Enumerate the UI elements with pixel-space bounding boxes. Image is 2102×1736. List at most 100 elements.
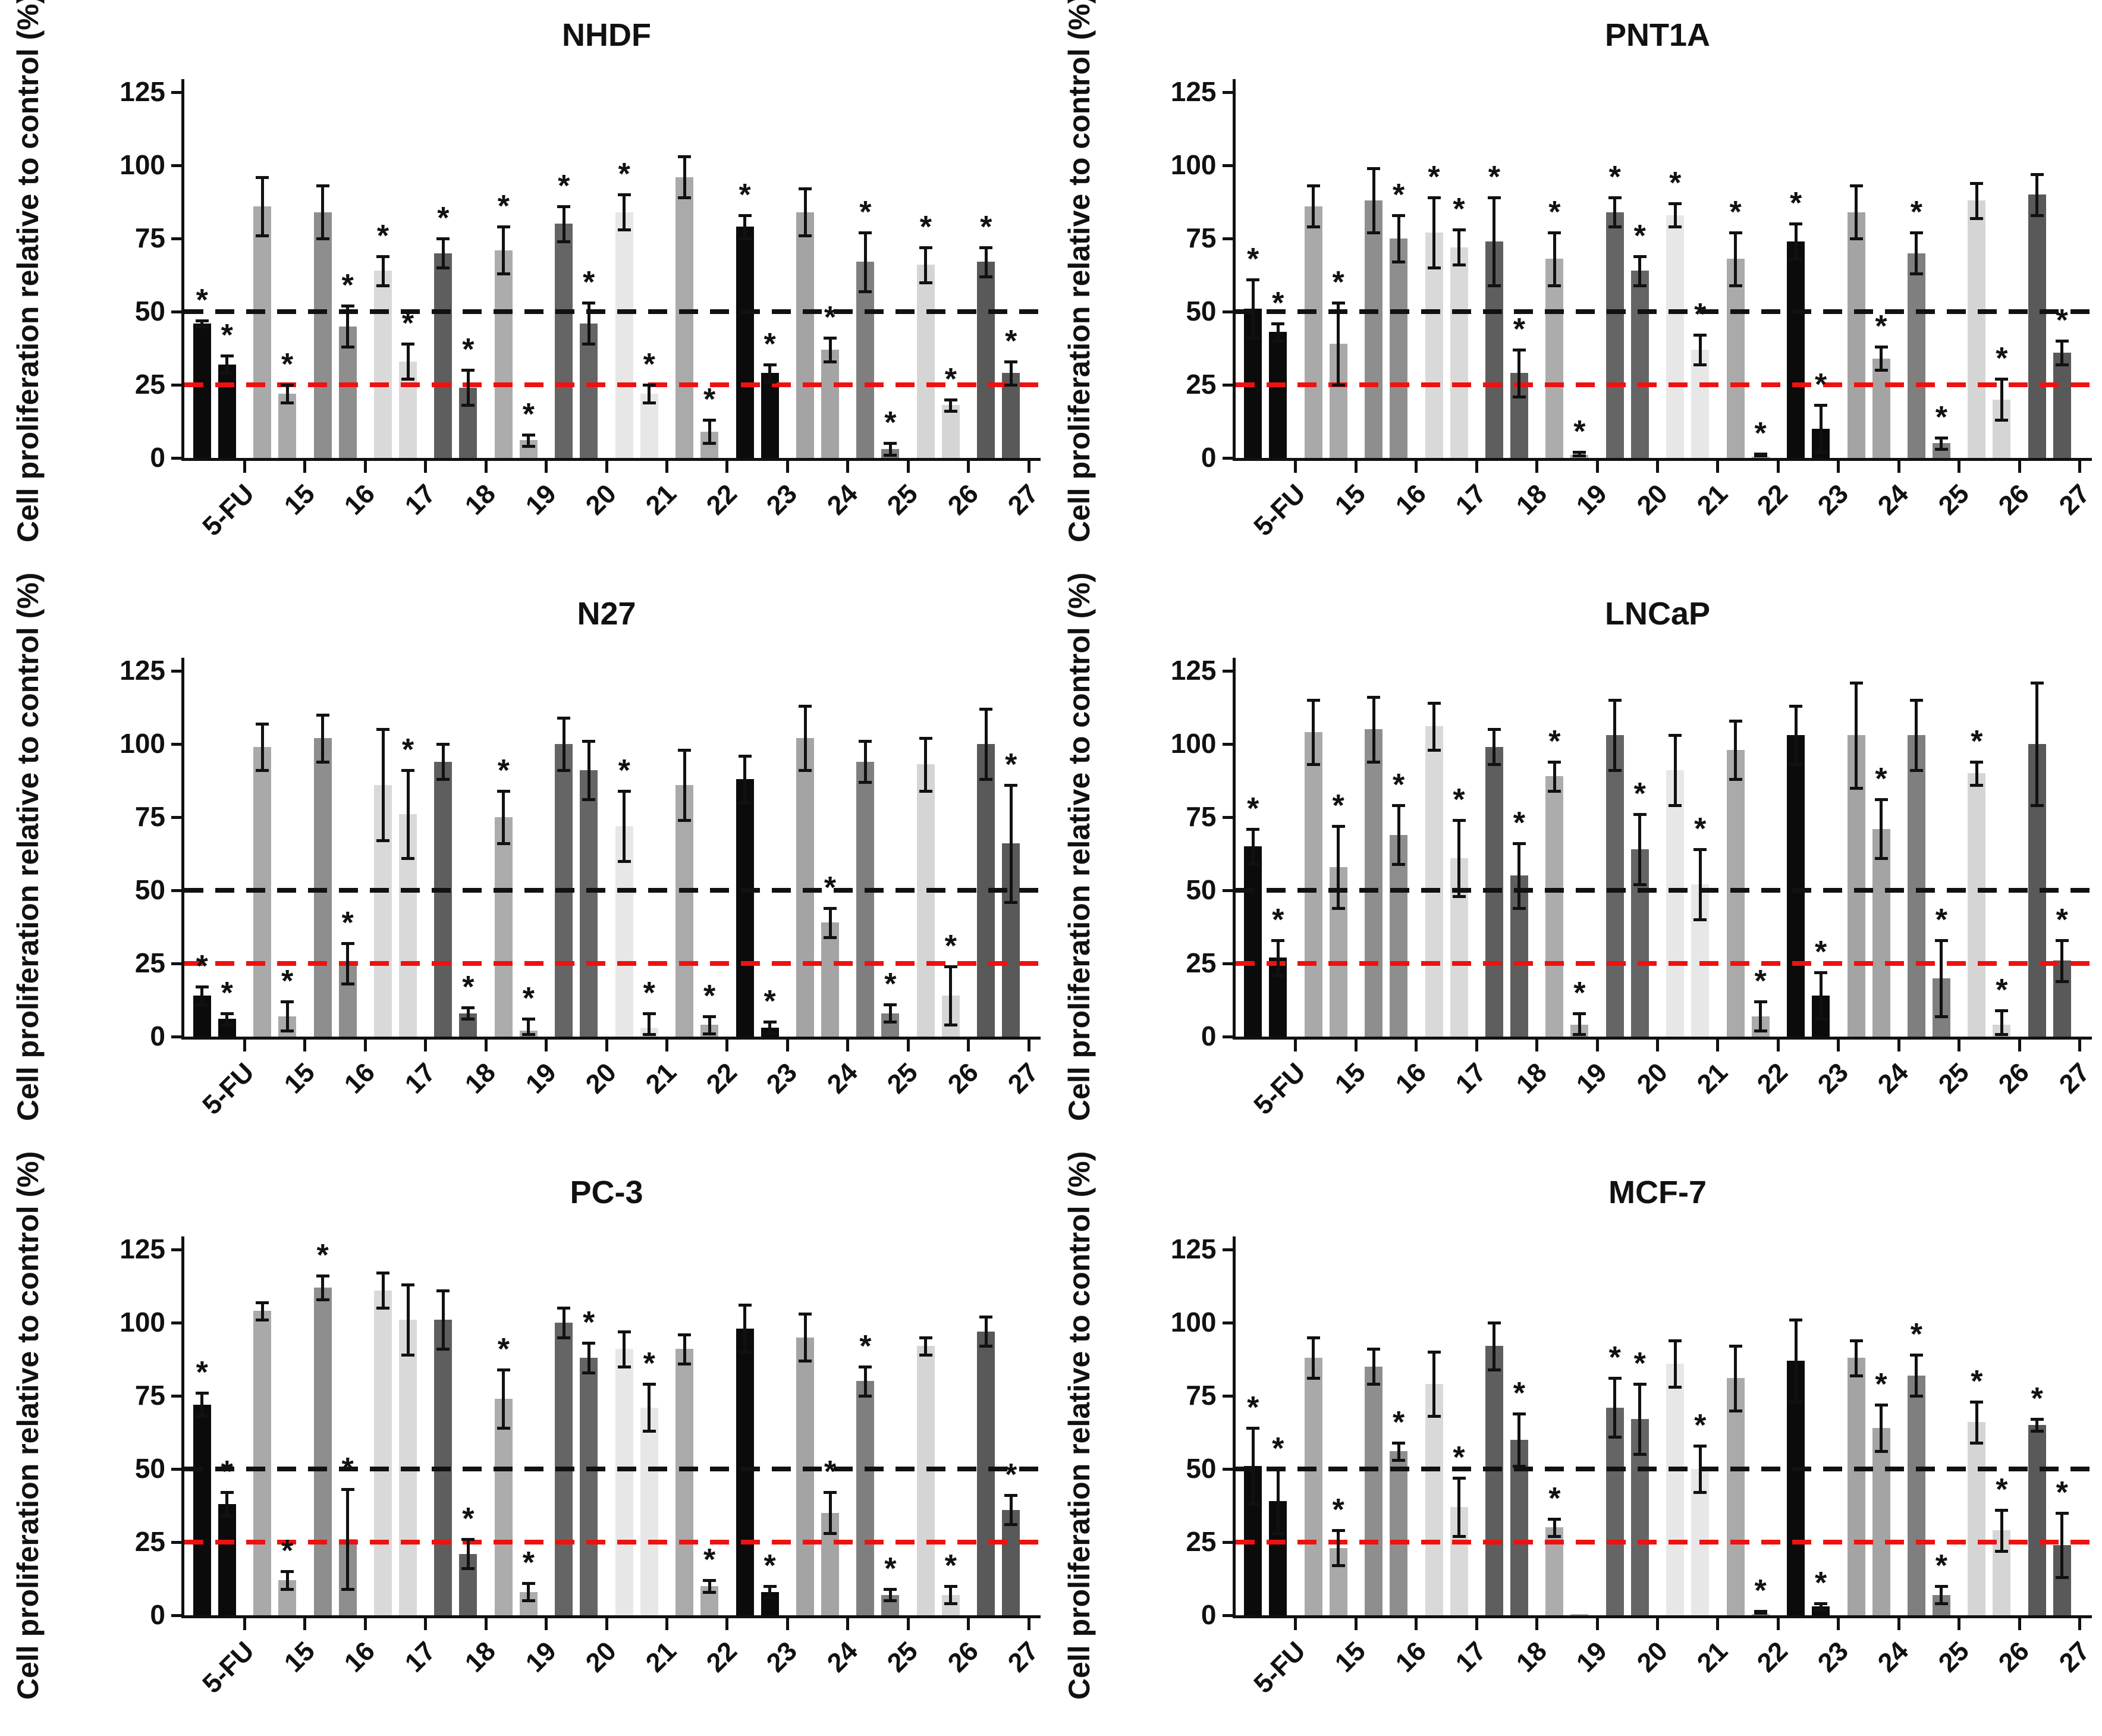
chart-title: PC-3 [570,1175,643,1210]
error-bar-line [200,1393,204,1417]
error-bar-line [828,1492,832,1534]
bar [253,1311,272,1615]
chart-title: MCF-7 [1608,1175,1707,1210]
error-bar-cap-bottom [1331,384,1345,387]
error-bar-cap-top [1729,1345,1742,1348]
error-bar-cap-bottom [944,1024,957,1027]
chart-title: N27 [577,596,636,632]
error-bar-cap-bottom [1633,284,1647,287]
error-bar-line [1613,197,1617,227]
error-bar-cap-bottom [256,234,269,238]
y-tick-label: 100 [120,1307,165,1338]
x-tick [725,461,729,473]
error-bar-cap-top [401,769,414,773]
x-axis-line [1232,1037,2092,1040]
y-axis-line [1232,658,1236,1040]
error-bar-line [2000,379,2003,420]
significance-star: * [1453,192,1465,227]
error-bar-cap-top [195,985,209,989]
error-bar-cap-bottom [763,1032,777,1036]
significance-star: * [1428,160,1440,195]
error-bar-line [1794,1320,1798,1402]
error-bar-cap-top [281,384,294,387]
significance-star: * [401,733,414,768]
significance-star: * [1633,218,1646,253]
error-bar-line [888,1589,892,1601]
error-bar-cap-top [256,1301,269,1304]
error-bar-cap-bottom [316,760,329,764]
error-bar-cap-top [1849,184,1863,188]
x-tick [1535,1040,1539,1051]
ref-line-50 [184,888,1039,893]
y-tick-label: 100 [1170,728,1217,759]
error-bar-line [527,434,530,447]
error-bar-cap-bottom [1849,237,1863,240]
error-bar-cap-bottom [1452,894,1466,898]
error-bar-cap-bottom [703,442,717,445]
error-bar-cap-top [1306,699,1320,702]
bar [1390,238,1408,458]
significance-star: * [824,300,837,335]
significance-star: * [1814,1566,1827,1601]
y-axis-line [1232,79,1236,461]
y-tick-label: 25 [1186,947,1217,978]
error-bar-cap-top [1367,1348,1381,1351]
error-bar-cap-top [341,304,354,308]
bar [580,1358,598,1615]
y-axis-label: Cell proliferation relative to control (… [1062,1151,1096,1700]
error-bar-line [1493,1323,1496,1370]
error-bar-cap-bottom [738,237,752,240]
significance-star: * [522,1545,535,1580]
x-tick [2078,461,2081,473]
error-bar-line [441,744,445,780]
bar [1304,1358,1322,1615]
error-bar-cap-bottom [1970,783,1984,787]
error-bar-line [381,729,385,841]
error-bar-cap-top [1934,1584,1948,1588]
error-bar-cap-bottom [195,1003,209,1006]
error-bar-cap-top [617,193,631,197]
bar [675,1349,694,1615]
error-bar-cap-bottom [944,410,957,413]
error-bar-cap-bottom [884,1021,897,1024]
bar [1968,200,1986,458]
x-tick [363,461,367,473]
error-bar-cap-bottom [341,982,354,986]
error-bar-line [1698,849,1702,920]
ref-line-50 [1235,309,2091,314]
y-tick-label: 25 [1186,369,1217,400]
error-bar-line [466,1539,470,1569]
significance-star: * [1633,777,1646,812]
bar [218,1504,236,1615]
x-tick [1897,1618,1900,1630]
error-bar-line [381,1273,385,1308]
significance-star: * [196,1355,208,1390]
bar [434,253,453,458]
error-bar-cap-bottom [1729,284,1742,287]
bar [1390,834,1408,1037]
x-tick [1776,1040,1780,1051]
bar [675,177,694,458]
error-bar-cap-top [195,1392,209,1395]
error-bar-cap-bottom [1427,748,1441,752]
error-bar-cap-bottom [436,266,450,270]
significance-star: * [1754,963,1767,999]
error-bar-cap-top [1392,804,1406,808]
significance-star: * [1754,1573,1767,1608]
error-bar-line [708,1016,711,1034]
x-tick [2018,1040,2021,1051]
bar [916,1346,935,1615]
error-bar-cap-bottom [824,1532,837,1536]
significance-star: * [522,397,535,432]
error-bar-cap-top [642,1383,656,1386]
significance-star: * [1005,747,1017,782]
error-bar-cap-bottom [256,1319,269,1322]
error-bar-cap-bottom [1909,272,1923,276]
x-tick [1415,1040,1418,1051]
error-bar-cap-top [316,1274,329,1278]
error-bar-cap-bottom [1995,1033,2009,1036]
bar [494,1398,513,1615]
error-bar-cap-top [1367,696,1381,699]
error-bar-cap-bottom [1849,786,1863,790]
significance-star: * [462,969,475,1004]
